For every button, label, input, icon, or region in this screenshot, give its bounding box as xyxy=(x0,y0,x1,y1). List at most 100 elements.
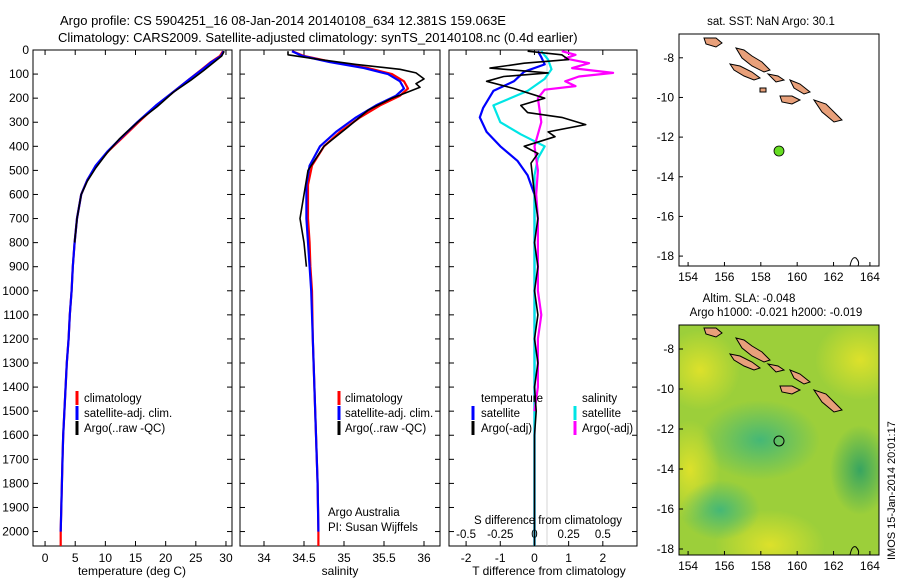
salinity-legend-argo: Argo(..raw -QC) xyxy=(345,423,426,435)
pressure-ytick-label-3: 300 xyxy=(9,115,29,129)
sst_map-ytick-label-5: -18 xyxy=(657,249,675,263)
sst-map-panel: sat. SST: NaN Argo: 30.1 154 156 158 160 162… xyxy=(657,16,881,284)
sst_map-xtick-label-1: 156 xyxy=(714,270,734,284)
island-makira xyxy=(812,389,843,413)
sst_map-xtick-label-4: 162 xyxy=(824,270,844,284)
island-new-georgia xyxy=(766,73,786,83)
pressure-ytick-label-6: 600 xyxy=(9,187,29,201)
salinity-legend: climatology satellite-adj. clim. Argo(..… xyxy=(337,391,433,435)
temperature-xtick-label-3: 15 xyxy=(129,551,143,565)
salinity-series-argo-raw-qc- xyxy=(287,51,425,267)
figure-title-line1: Argo profile: CS 5904251_16 08-Jan-2014 … xyxy=(60,13,506,28)
temperature-series-argo-raw-qc- xyxy=(73,50,225,243)
island-russell xyxy=(759,87,767,93)
sst_map-xtick-label-5: 164 xyxy=(860,270,880,284)
difference-xtick-label-3: 1 xyxy=(565,551,572,565)
sla-map-title: Altim. SLA: -0.048 xyxy=(703,293,796,305)
sla_map-ytick-label-5: -18 xyxy=(657,542,675,556)
difference-legend-temperature-title: temperature xyxy=(481,393,543,405)
salinity-legend-satellite: satellite-adj. clim. xyxy=(345,408,433,420)
temperature-series-climatology xyxy=(59,50,224,546)
pressure-ytick-label-2: 200 xyxy=(9,91,29,105)
salinity-difference-label: S difference from climatology xyxy=(474,515,622,527)
temperature-legend-satellite: satellite-adj. clim. xyxy=(84,408,172,420)
difference-legend-s-satellite: satellite xyxy=(582,408,621,420)
island-guadalcanal xyxy=(779,95,802,105)
sla-map-x-ticks: 154 156 158 160 162 164 xyxy=(678,551,880,573)
sla-map-panel: Altim. SLA: -0.048 Argo h1000: -0.021 h2… xyxy=(657,293,881,573)
sla_map-xtick-label-5: 164 xyxy=(860,559,880,573)
pressure-y-ticks: 0 100 200 300 400 500 600 700 800 900 1000 1100 1200… xyxy=(2,43,232,539)
difference-legend: temperature satellite Argo(-adj) salinit… xyxy=(471,393,633,435)
temperature-legend-climatology: climatology xyxy=(84,393,142,405)
sst_map-xtick-label-3: 160 xyxy=(787,270,807,284)
sst-map-frame xyxy=(678,33,880,267)
sla_map-xtick-label-0: 154 xyxy=(678,559,698,573)
temperature-legend-argo: Argo(..raw -QC) xyxy=(84,423,165,435)
sla-field xyxy=(679,325,879,555)
difference-legend-s-argo: Argo(-adj) xyxy=(582,423,633,435)
temperature-xtick-label-6: 30 xyxy=(219,551,233,565)
temperature-xtick-label-2: 10 xyxy=(99,551,113,565)
imos-timestamp: IMOS 15-Jan-2014 20:01:17 xyxy=(886,421,898,560)
salinity-difference-tick-1: -0.25 xyxy=(487,529,513,541)
sla_map-xtick-label-3: 160 xyxy=(787,559,807,573)
sla-map-coast-south xyxy=(849,546,860,556)
salinity-x-label: salinity xyxy=(322,564,359,578)
salinity-xtick-label-4: 36 xyxy=(417,551,431,565)
sla-patch-east xyxy=(830,425,879,515)
temperature-x-label: temperature (deg C) xyxy=(78,564,186,578)
sla-map-subtitle: Argo h1000: -0.021 h2000: -0.019 xyxy=(690,307,863,319)
sst-map-islands xyxy=(703,37,843,123)
sla_map-ytick-label-0: -8 xyxy=(663,342,674,356)
argo-australia-credit: Argo Australia xyxy=(328,507,400,519)
temperature-difference-x-label: T difference from climatology xyxy=(472,564,626,578)
sla-patch-center xyxy=(700,400,820,480)
sst-float-marker xyxy=(773,145,785,157)
difference-y-tick-marks xyxy=(449,49,637,533)
island-malaita xyxy=(788,369,812,385)
salinity-xtick-label-1: 34.5 xyxy=(292,551,316,565)
difference-legend-t-argo: Argo(-adj) xyxy=(481,423,532,435)
pressure-ytick-label-0: 0 xyxy=(22,43,29,57)
island-choiseul xyxy=(734,337,771,363)
salinity-series xyxy=(287,50,425,546)
island-makira xyxy=(812,99,843,123)
island-guadalcanal xyxy=(779,385,802,395)
salinity-difference-tick-0: -0.5 xyxy=(456,529,476,541)
principal-investigator: PI: Susan Wijffels xyxy=(328,522,418,534)
sla-map-frame xyxy=(678,324,880,556)
pressure-ytick-label-15: 1500 xyxy=(2,404,29,418)
temperature-axes-frame xyxy=(32,49,233,547)
pressure-ytick-label-17: 1700 xyxy=(2,452,29,466)
pressure-ytick-label-5: 500 xyxy=(9,163,29,177)
difference-xtick-label-4: 2 xyxy=(599,551,606,565)
sla-float-marker xyxy=(773,435,785,447)
difference-series-t-argo-adj- xyxy=(485,50,587,546)
salinity-axes-frame xyxy=(239,49,441,547)
temperature-x-ticks: 0 5 10 15 20 25 30 xyxy=(42,50,233,565)
temperature-xtick-label-5: 25 xyxy=(189,551,203,565)
pressure-ytick-label-14: 1400 xyxy=(2,380,29,394)
difference-axes-frame xyxy=(448,49,638,547)
pressure-ytick-label-12: 1200 xyxy=(2,332,29,346)
sst_map-xtick-label-0: 154 xyxy=(678,270,698,284)
figure-title-line2: Climatology: CARS2009. Satellite-adjuste… xyxy=(58,30,578,45)
salinity-legend-climatology: climatology xyxy=(345,393,403,405)
island-new-georgia xyxy=(766,363,786,373)
island-malaita xyxy=(788,79,812,95)
salinity-difference-tick-3: 0.25 xyxy=(557,529,579,541)
salinity-xtick-label-3: 35.5 xyxy=(372,551,396,565)
temperature-xtick-label-1: 5 xyxy=(72,551,79,565)
sla_map-ytick-label-2: -12 xyxy=(657,422,675,436)
temperature-xtick-label-4: 20 xyxy=(159,551,173,565)
salinity-series-satellite-adj-clim- xyxy=(291,50,406,532)
pressure-ytick-label-8: 800 xyxy=(9,236,29,250)
sst-map-coast-south xyxy=(849,257,860,267)
difference-xtick-label-1: -1 xyxy=(495,551,506,565)
island-santa-isabel xyxy=(728,353,762,371)
pressure-ytick-label-7: 700 xyxy=(9,212,29,226)
pressure-ytick-label-13: 1300 xyxy=(2,356,29,370)
pressure-ytick-label-9: 900 xyxy=(9,260,29,274)
sla_map-ytick-label-3: -14 xyxy=(657,462,675,476)
